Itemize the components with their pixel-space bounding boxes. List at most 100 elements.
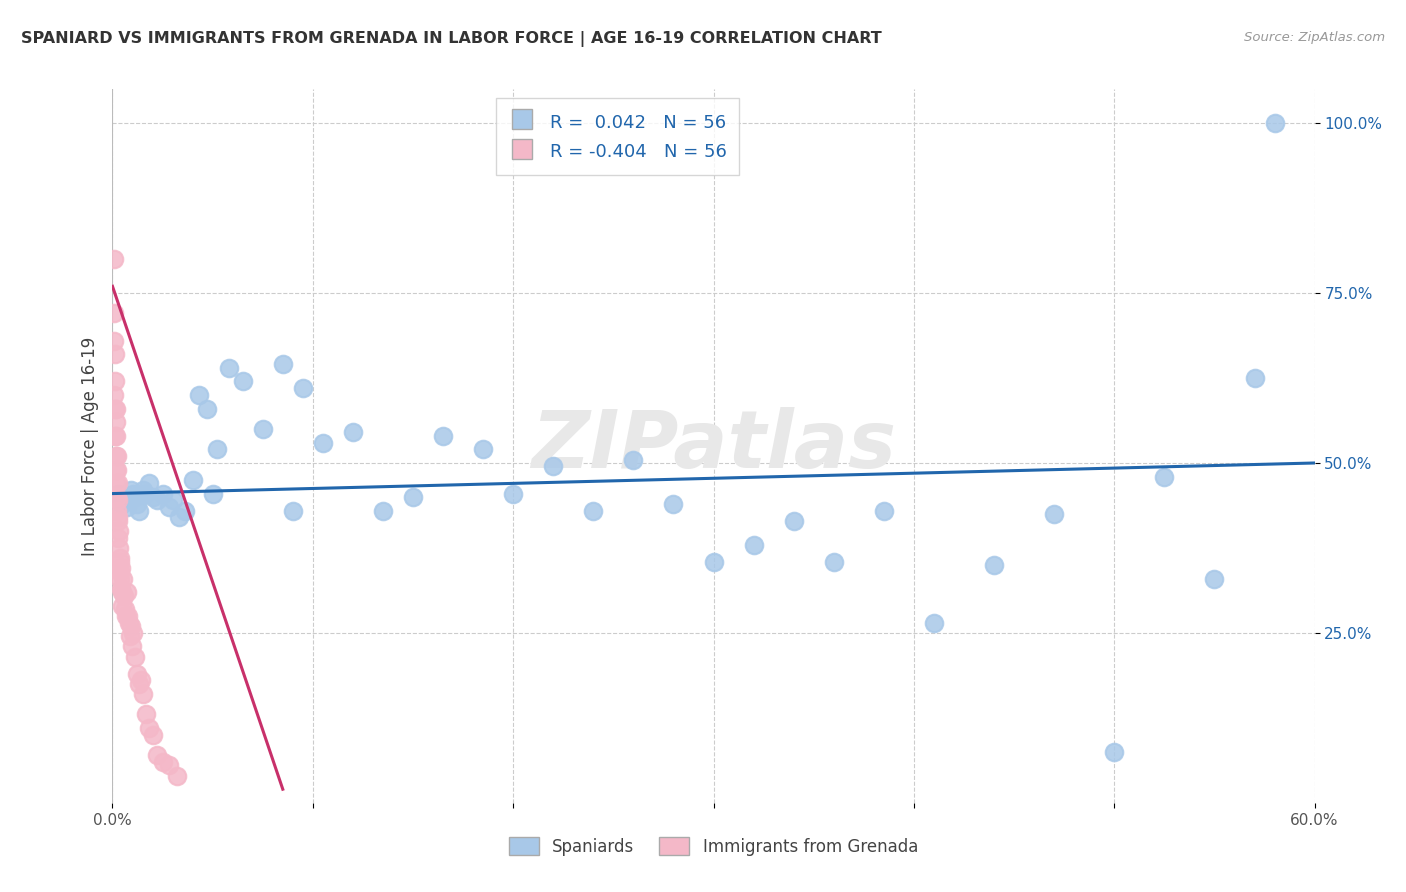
Point <box>1264 116 1286 130</box>
Point <box>124 490 146 504</box>
Y-axis label: In Labor Force | Age 16-19: In Labor Force | Age 16-19 <box>80 336 98 556</box>
Point <box>121 640 143 654</box>
Point <box>117 615 139 630</box>
Point <box>107 476 129 491</box>
Point <box>472 442 495 457</box>
Point <box>218 360 240 375</box>
Point <box>108 541 131 555</box>
Point <box>104 401 127 416</box>
Point <box>138 476 160 491</box>
Point <box>621 452 644 467</box>
Point <box>402 490 425 504</box>
Point <box>157 758 180 772</box>
Point <box>128 677 150 691</box>
Point <box>117 493 139 508</box>
Point <box>141 490 163 504</box>
Point <box>115 585 138 599</box>
Point <box>108 555 131 569</box>
Point <box>108 524 131 538</box>
Point <box>131 483 153 498</box>
Point <box>1102 745 1125 759</box>
Point <box>582 503 605 517</box>
Point <box>110 582 132 596</box>
Point <box>105 503 128 517</box>
Point <box>145 493 167 508</box>
Point <box>105 490 128 504</box>
Point <box>201 486 224 500</box>
Text: SPANIARD VS IMMIGRANTS FROM GRENADA IN LABOR FORCE | AGE 16-19 CORRELATION CHART: SPANIARD VS IMMIGRANTS FROM GRENADA IN L… <box>21 31 882 47</box>
Point <box>104 449 127 463</box>
Point <box>162 493 184 508</box>
Point <box>173 503 195 517</box>
Point <box>782 514 804 528</box>
Point <box>103 306 125 320</box>
Point <box>1153 469 1175 483</box>
Point <box>114 608 136 623</box>
Point <box>152 486 174 500</box>
Point <box>141 728 163 742</box>
Point <box>432 429 454 443</box>
Point <box>111 585 134 599</box>
Text: Source: ZipAtlas.com: Source: ZipAtlas.com <box>1244 31 1385 45</box>
Point <box>114 602 136 616</box>
Point <box>104 429 127 443</box>
Point <box>108 565 131 579</box>
Point <box>110 551 132 566</box>
Point <box>181 473 204 487</box>
Point <box>125 666 148 681</box>
Point <box>105 449 128 463</box>
Point <box>742 537 765 551</box>
Point <box>120 619 142 633</box>
Point <box>111 497 134 511</box>
Point <box>120 483 142 498</box>
Point <box>291 381 314 395</box>
Point <box>702 555 725 569</box>
Point <box>107 531 129 545</box>
Point <box>103 252 125 266</box>
Point <box>105 415 128 429</box>
Point <box>187 388 209 402</box>
Point <box>128 503 150 517</box>
Point <box>135 707 157 722</box>
Point <box>105 429 128 443</box>
Point <box>110 561 132 575</box>
Point <box>205 442 228 457</box>
Text: ZIPatlas: ZIPatlas <box>531 407 896 485</box>
Point <box>107 493 129 508</box>
Point <box>167 510 190 524</box>
Point <box>983 558 1005 572</box>
Point <box>823 555 845 569</box>
Point <box>110 493 132 508</box>
Point <box>166 769 188 783</box>
Point <box>271 358 294 372</box>
Point <box>114 490 136 504</box>
Point <box>131 687 153 701</box>
Point <box>543 459 565 474</box>
Point <box>152 755 174 769</box>
Point <box>124 649 146 664</box>
Point <box>1043 507 1066 521</box>
Point <box>371 503 394 517</box>
Point <box>112 589 135 603</box>
Point <box>873 503 896 517</box>
Legend: Spaniards, Immigrants from Grenada: Spaniards, Immigrants from Grenada <box>502 830 925 863</box>
Point <box>112 572 135 586</box>
Point <box>104 375 127 389</box>
Point <box>117 608 139 623</box>
Point <box>252 422 274 436</box>
Point <box>104 401 127 416</box>
Point <box>103 334 125 348</box>
Point <box>111 599 134 613</box>
Point <box>1243 371 1265 385</box>
Point <box>129 673 152 688</box>
Point <box>121 626 143 640</box>
Point <box>145 748 167 763</box>
Point <box>105 463 128 477</box>
Point <box>121 486 143 500</box>
Point <box>105 463 128 477</box>
Point <box>138 721 160 735</box>
Point <box>342 425 364 440</box>
Point <box>118 629 141 643</box>
Point <box>281 503 304 517</box>
Point <box>1204 572 1226 586</box>
